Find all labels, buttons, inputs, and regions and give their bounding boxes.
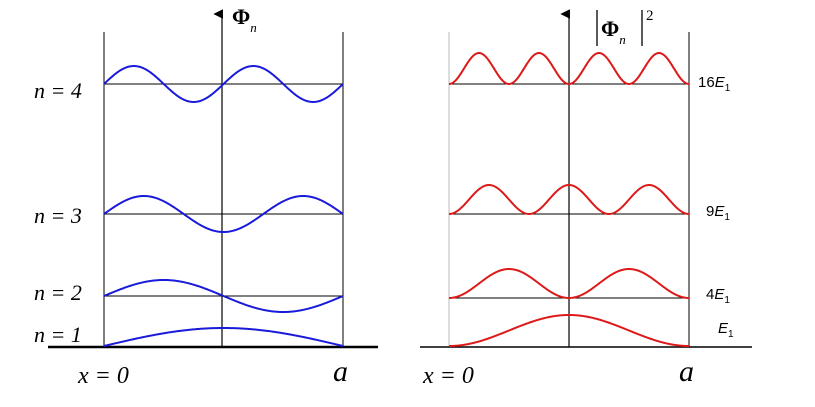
right-axis-label: Φn <box>601 16 626 47</box>
energy-label-4E1: 4E1 <box>706 286 730 306</box>
level-label-n4: n = 4 <box>34 78 82 103</box>
level-label-n1: n = 1 <box>34 322 82 347</box>
right-end-label: a <box>679 355 694 388</box>
wavefunction-curve-n4 <box>103 65 344 103</box>
right-panel: Φn 2 16E1 9E1 4E1 E1 x = 0 a <box>420 8 752 389</box>
level-label-n3: n = 3 <box>34 203 82 228</box>
energy-label-9E1: 9E1 <box>706 203 730 223</box>
wavefunction-curve-n2 <box>103 278 344 314</box>
right-axis-exponent: 2 <box>646 8 654 24</box>
probability-curve-n3 <box>448 183 690 215</box>
level-label-n2: n = 2 <box>34 280 82 305</box>
right-origin-label: x = 0 <box>422 363 474 389</box>
wavefunction-curve-n3 <box>103 194 344 234</box>
left-panel: Φn n = 4 n = 3 n = 2 n = 1 x = 0 a <box>34 4 378 389</box>
energy-label-E1: E1 <box>718 320 734 340</box>
left-axis-label: Φn <box>232 4 257 35</box>
left-origin-label: x = 0 <box>77 363 129 389</box>
wavefunction-curve-n1 <box>103 327 344 347</box>
energy-label-16E1: 16E1 <box>698 74 731 94</box>
probability-curve-n4 <box>448 52 690 86</box>
left-end-label: a <box>333 355 348 388</box>
probability-curve-n2 <box>448 267 690 300</box>
probability-curve-n1 <box>448 313 690 347</box>
